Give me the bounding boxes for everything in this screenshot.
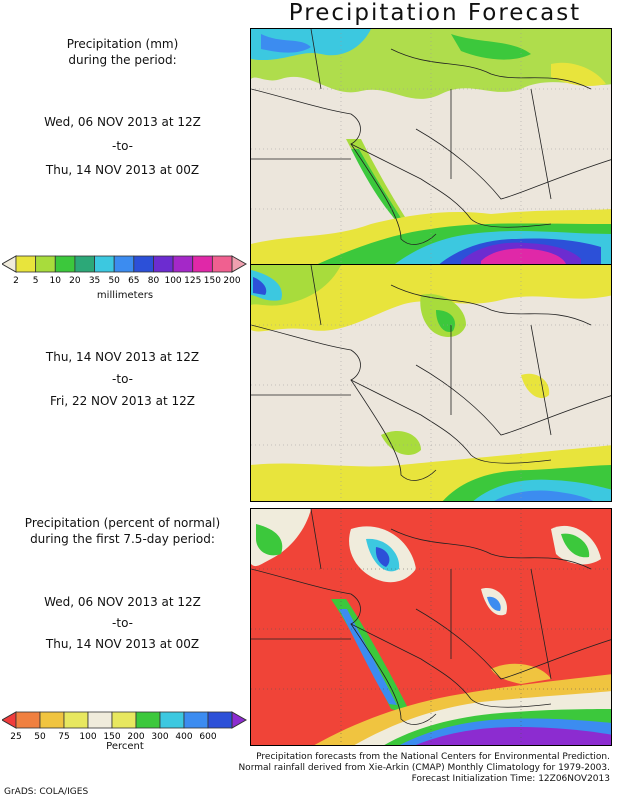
colorbar-tick-label: 100	[164, 276, 181, 286]
colorbar-cell	[159, 711, 185, 729]
colorbar-cell	[192, 255, 213, 273]
colorbar-tick-label: 35	[89, 276, 100, 286]
colorbar-tick-label: 65	[128, 276, 139, 286]
colorbar-arrow-low	[2, 255, 17, 273]
colorbar-tick-label: 300	[151, 732, 168, 742]
panel1-end: Thu, 14 NOV 2013 at 00Z	[45, 163, 200, 177]
colorbar-tick-label: 50	[108, 276, 120, 286]
colorbar-tick-label: 75	[58, 732, 69, 742]
colorbar-tick-label: 25	[10, 732, 21, 742]
panel3-heading: Precipitation (percent of normal) during…	[0, 515, 245, 547]
colorbar-tick-label: 100	[79, 732, 96, 742]
footer-line3: Forecast Initialization Time: 12Z06NOV20…	[411, 774, 610, 784]
percent-normal-map	[250, 508, 612, 746]
panel2-start: Thu, 14 NOV 2013 at 12Z	[45, 350, 200, 364]
colorbar-cell	[15, 255, 37, 273]
panel3-period: Wed, 06 NOV 2013 at 12Z -to- Thu, 14 NOV…	[0, 592, 245, 655]
precip-map-week1	[250, 28, 612, 266]
colorbar-tick-label: 80	[148, 276, 160, 286]
panel3-heading-line1: Precipitation (percent of normal)	[24, 516, 221, 530]
panel1-sep: -to-	[112, 139, 133, 153]
panel3-heading-line2: during the first 7.5-day period:	[30, 532, 215, 546]
colorbar-tick-label: 400	[175, 732, 192, 742]
colorbar-cell	[211, 255, 233, 273]
colorbar-tick-label: 600	[199, 732, 216, 742]
colorbar-cell	[111, 711, 137, 729]
grads-credit: GrADS: COLA/IGES	[4, 787, 89, 797]
colorbar-cell	[63, 711, 89, 729]
panel2-end: Fri, 22 NOV 2013 at 12Z	[50, 394, 195, 408]
panel3-start: Wed, 06 NOV 2013 at 12Z	[44, 595, 201, 609]
colorbar-tick-label: 150	[204, 276, 221, 286]
colorbar-tick-label: 200	[223, 276, 240, 286]
page-title: Precipitation Forecast	[288, 0, 582, 26]
colorbar-cell	[133, 255, 154, 273]
colorbar-arrow-low	[2, 711, 17, 729]
colorbar-tick-label: 50	[34, 732, 46, 742]
colorbar-cell	[39, 711, 65, 729]
colorbar-cell	[207, 711, 233, 729]
colorbar-cell	[135, 711, 161, 729]
panel1-heading: Precipitation (mm) during the period:	[0, 36, 245, 68]
colorbar-cell	[153, 255, 174, 273]
panel2-sep: -to-	[112, 372, 133, 386]
colorbar-tick-label: 10	[50, 276, 62, 286]
colorbar-cell	[35, 255, 56, 273]
colorbar-cell	[87, 711, 113, 729]
colorbar-arrow-high	[231, 711, 248, 729]
colorbar-tick-label: 5	[33, 276, 39, 286]
colorbar-tick-label: 20	[69, 276, 81, 286]
panel3-end: Thu, 14 NOV 2013 at 00Z	[45, 637, 200, 651]
colorbar-cell	[183, 711, 209, 729]
colorbar-arrow-high	[231, 255, 248, 273]
panel1-period: Wed, 06 NOV 2013 at 12Z -to- Thu, 14 NOV…	[0, 110, 245, 182]
colorbar-cell	[94, 255, 115, 273]
colorbar-tick-label: 125	[184, 276, 201, 286]
colorbar-cell	[54, 255, 76, 273]
legend-mm: 2 5 10 20 35 50 65 80 100 125 150 200	[2, 255, 248, 286]
colorbar-cell	[172, 255, 194, 273]
panel1-heading-line1: Precipitation (mm)	[66, 37, 179, 51]
panel1-heading-line2: during the period:	[68, 53, 177, 67]
precip-map-week2	[250, 264, 612, 502]
legend-percent: 25 50 75 100 150 200 300 400 600	[2, 711, 248, 742]
colorbar-tick-label: 2	[13, 276, 19, 286]
colorbar-cell	[113, 255, 135, 273]
footer-notes: Precipitation forecasts from the Nationa…	[50, 752, 610, 785]
legend-percent-unit: Percent	[106, 741, 144, 752]
colorbar-cell	[74, 255, 95, 273]
footer-line2: Normal rainfall derived from Xie-Arkin (…	[238, 763, 610, 773]
colorbar-tick-label: 200	[127, 732, 144, 742]
footer-line1: Precipitation forecasts from the Nationa…	[256, 752, 610, 762]
colorbar-cell	[15, 711, 41, 729]
colorbar-tick-label: 150	[103, 732, 120, 742]
panel3-sep: -to-	[112, 616, 133, 630]
panel2-period: Thu, 14 NOV 2013 at 12Z -to- Fri, 22 NOV…	[0, 346, 245, 412]
legend-mm-unit: millimeters	[96, 290, 154, 301]
panel1-start: Wed, 06 NOV 2013 at 12Z	[44, 115, 201, 129]
